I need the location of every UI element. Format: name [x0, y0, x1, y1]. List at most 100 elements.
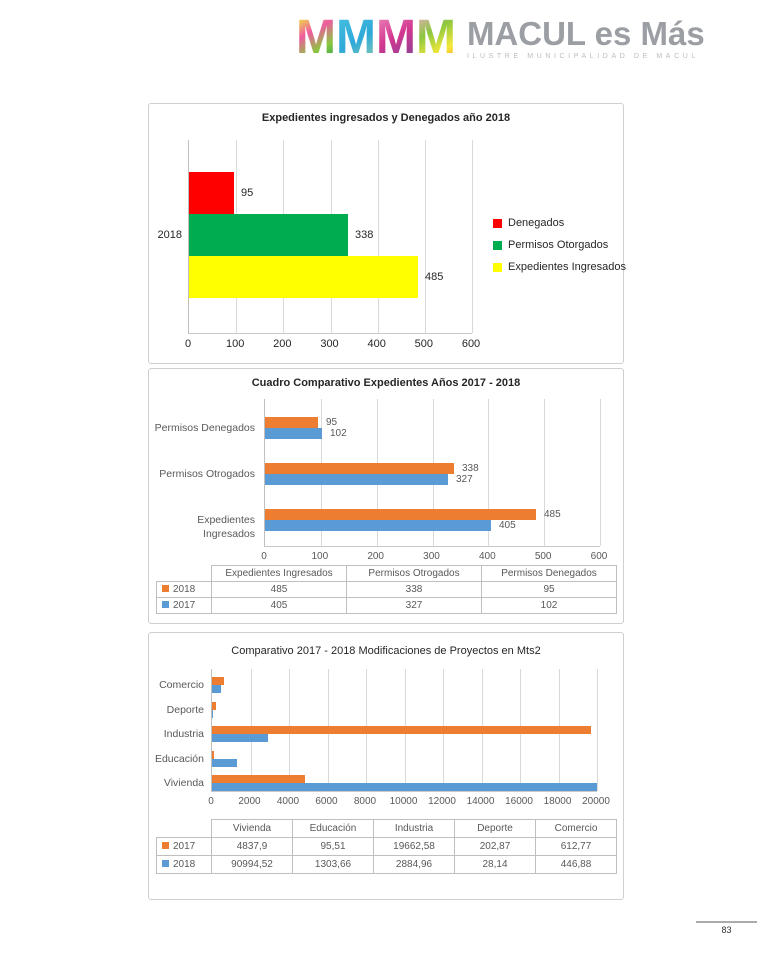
gridline [488, 399, 489, 546]
legend-swatch-icon [162, 842, 169, 850]
table-row: 2017 405 327 102 [156, 597, 617, 614]
category-label: Educación [154, 752, 204, 765]
x-tick-label: 18000 [543, 796, 572, 807]
bar-value-label: 405 [499, 520, 516, 531]
chart-panel-comparativo-expedientes: Cuadro Comparativo Expedientes Años 2017… [148, 368, 624, 624]
chart-title: Expedientes ingresados y Denegados año 2… [261, 112, 511, 124]
legend-swatch-icon [162, 585, 169, 593]
table-blank-cell [157, 820, 212, 838]
chart2-data-table: Expedientes Ingresados Permisos Otrogados… [156, 565, 617, 614]
table-cell: 2884,96 [373, 855, 455, 874]
bar-2017-vivienda [212, 775, 305, 783]
bar-value-label: 338 [462, 463, 479, 474]
table-row: 2018 90994,52 1303,66 2884,96 28,14 446,88 [156, 855, 617, 874]
table-header-cell: Expedientes Ingresados [211, 565, 347, 582]
logo-text: MACUL es Más ILUSTRE MUNICIPALIDAD DE MA… [467, 17, 705, 60]
bar-2018-expedientes-ingresados [265, 509, 536, 520]
legend-swatch-icon [162, 601, 169, 609]
table-cell: 19662,58 [373, 837, 455, 856]
x-tick-label: 2000 [238, 796, 261, 807]
table-legend-cell: 2018 [156, 855, 212, 874]
gridline [600, 399, 601, 546]
table-cell: 612,77 [535, 837, 617, 856]
x-tick-label: 600 [590, 551, 608, 562]
x-tick-label: 400 [478, 551, 496, 562]
page-number: 83 [721, 925, 732, 935]
bar-value-label: 338 [355, 229, 374, 241]
table-header-row: Vivienda Educación Industria Deporte Comerci… [157, 819, 617, 838]
table-cell: 405 [211, 597, 347, 614]
logo-title: MACUL es Más [466, 15, 705, 52]
chart-panel-modificaciones-mts2: Comparativo 2017 - 2018 Modificaciones d… [148, 632, 624, 900]
category-label: Industria [163, 728, 204, 740]
table-cell: 202,87 [454, 837, 536, 856]
table-cell: 446,88 [535, 855, 617, 874]
table-row: 2017 4837,9 95,51 19662,58 202,87 612,77 [156, 837, 617, 856]
x-tick-label: 8000 [353, 796, 377, 807]
x-tick-label: 14000 [466, 796, 495, 807]
chart1-plot-area: 95 338 485 [188, 140, 473, 334]
legend-item: Denegados [493, 217, 626, 229]
chart3-plot-area [211, 669, 598, 792]
x-tick-label: 10000 [389, 796, 418, 807]
x-tick-label: 20000 [582, 796, 610, 807]
bar-expedientes-ingresados [189, 256, 418, 298]
table-cell: 1303,66 [292, 855, 374, 874]
table-cell: 485 [211, 581, 347, 598]
x-tick-label: 6000 [315, 796, 338, 807]
bar-value-label: 95 [241, 187, 254, 199]
table-cell: 90994,52 [211, 855, 293, 874]
category-label: Permisos Otrogados [159, 468, 255, 480]
footer-rule [696, 921, 757, 923]
table-cell: 102 [481, 597, 617, 614]
x-tick-label: 100 [311, 551, 329, 562]
x-tick-label: 0 [261, 551, 267, 562]
bar-2018-permisos-denegados [265, 417, 318, 428]
legend-label: Expedientes Ingresados [508, 261, 627, 273]
x-tick-label: 12000 [428, 796, 456, 807]
x-tick-label: 300 [423, 551, 440, 562]
table-header-cell: Vivienda [211, 819, 293, 838]
chart-panel-expedientes-2018: Expedientes ingresados y Denegados año 2… [148, 103, 626, 364]
bar-value-label: 327 [456, 474, 473, 485]
logo-m-icon: M [415, 11, 456, 64]
category-label: Permisos Denegados [154, 422, 255, 434]
chart3-x-axis: 0 2000 4000 6000 8000 10000 12000 14000 16000 180… [149, 796, 623, 810]
table-header-cell: Deporte [454, 819, 536, 838]
bar-2017-industria [212, 726, 591, 734]
category-label: Deporte [166, 703, 204, 716]
chart2-plot-area: 95 338 485 102 327 405 [264, 399, 601, 547]
gridline [597, 669, 598, 791]
category-label: Expedientes Ingresados [197, 514, 255, 540]
x-tick-label: 500 [534, 551, 552, 562]
chart1-x-axis: 0 100 200 300 400 500 600 [149, 338, 623, 352]
bar-2017-educación [212, 750, 214, 759]
table-row: 2018 485 338 95 [156, 581, 617, 598]
table-header-cell: Permisos Denegados [481, 565, 617, 582]
bar-2017-permisos-otrogados [265, 474, 448, 485]
x-tick-label: 0 [208, 796, 214, 807]
table-header-cell: Comercio [535, 819, 617, 838]
x-tick-label: 16000 [505, 796, 533, 807]
chart-title: Cuadro Comparativo Expedientes Años 2017… [251, 377, 521, 389]
table-legend-cell: 2017 [156, 837, 212, 856]
legend-item: Expedientes Ingresados [493, 261, 626, 273]
legend-swatch-icon [162, 860, 169, 868]
chart2-x-axis: 0 100 200 300 400 500 600 [149, 551, 623, 565]
table-cell: 327 [346, 597, 482, 614]
category-label: Comercio [159, 679, 204, 691]
gridline [425, 140, 426, 333]
logo-m-icon: M [335, 11, 376, 64]
table-cell: 4837,9 [211, 837, 293, 856]
table-legend-cell: 2017 [156, 597, 212, 614]
logo-subtitle: ILUSTRE MUNICIPALIDAD DE MACUL [466, 53, 699, 60]
table-cell: 95,51 [292, 837, 374, 856]
bar-denegados [189, 172, 234, 214]
table-cell: 28,14 [454, 855, 536, 874]
category-label-2018: 2018 [157, 229, 182, 241]
x-tick-label: 300 [320, 338, 339, 350]
bar-value-label: 95 [326, 417, 338, 428]
legend-label: Denegados [508, 217, 565, 229]
x-tick-label: 600 [461, 338, 481, 350]
logo-m-icon: M [296, 11, 336, 64]
